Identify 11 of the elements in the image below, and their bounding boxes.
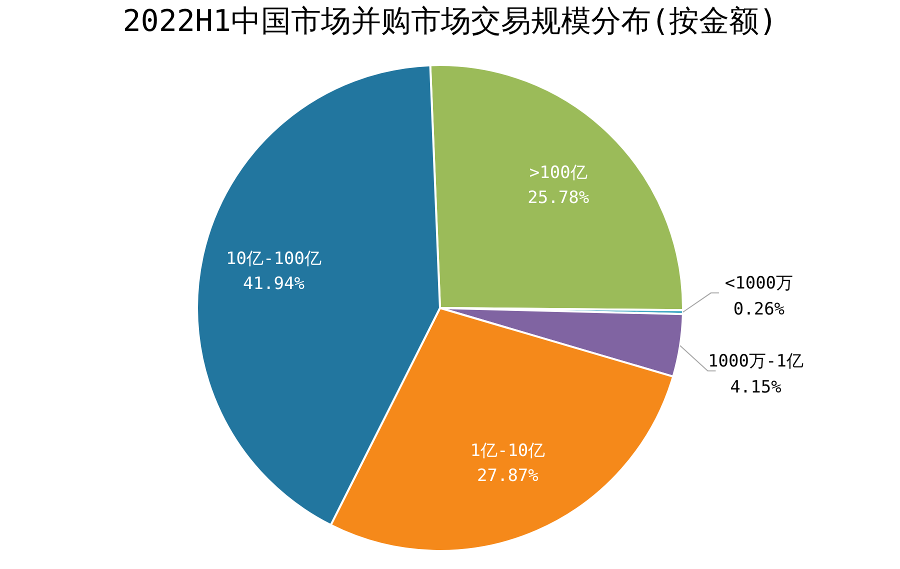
data-label: 41.94%: [243, 274, 304, 294]
data-label: 25.78%: [528, 188, 590, 208]
slice-label: 1000万-1亿: [708, 351, 804, 372]
chart-title: 2022H1中国市场并购市场交易规模分布(按金额): [122, 4, 778, 40]
data-label: 4.15%: [730, 377, 782, 398]
slice-label: >100亿: [529, 162, 588, 183]
slice-label: 1亿-10亿: [470, 440, 546, 461]
data-label: 27.87%: [476, 466, 538, 486]
data-label: 0.26%: [733, 299, 785, 320]
slice-label: 10亿-100亿: [226, 248, 322, 269]
slice-label: <1000万: [724, 273, 794, 294]
